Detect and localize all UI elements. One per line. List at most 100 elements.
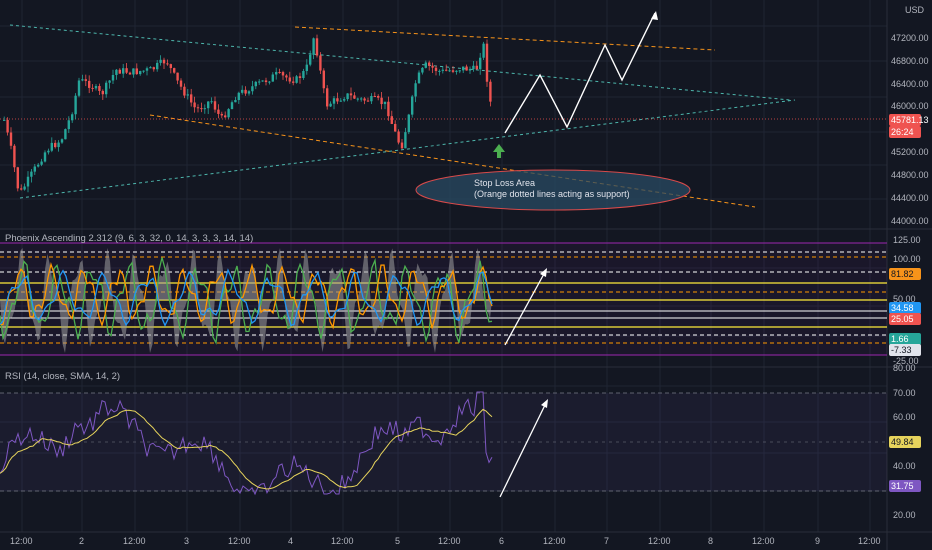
rsi-axis-70: 70.00 (893, 388, 916, 398)
upper-orange-trendline[interactable] (294, 26, 716, 51)
candle-body (366, 100, 370, 102)
rsi-arrow (499, 402, 547, 498)
candle-body (414, 83, 417, 97)
candle-body (285, 75, 288, 78)
candle-body (203, 108, 206, 110)
candle-body (455, 70, 458, 72)
rsi-pane[interactable] (0, 391, 887, 498)
candle-body (387, 101, 390, 117)
price-pane[interactable]: Stop Loss Area (Orange dotted lines acti… (0, 11, 888, 211)
time-axis-label: 8 (708, 536, 714, 546)
candle-body (479, 57, 482, 70)
candle-body (482, 43, 485, 58)
candle-body (346, 93, 349, 100)
candle-body (159, 59, 162, 63)
candle-body (40, 161, 43, 165)
phoenix-title[interactable]: Phoenix Ascending 2.312 (9, 6, 3, 32, 0,… (5, 233, 254, 244)
candle-body (132, 68, 135, 75)
candle-body (363, 98, 366, 101)
price-label-44000: 44000.00 (891, 216, 929, 226)
candle-body (142, 70, 145, 72)
candle-body (57, 142, 60, 148)
rsi-title[interactable]: RSI (14, close, SMA, 14, 2) (5, 371, 121, 382)
candle-body (20, 188, 23, 190)
candle-body (434, 67, 438, 71)
phoenix-axis-125: 125.00 (893, 235, 921, 245)
lower-wedge-trendline[interactable] (19, 99, 796, 199)
time-axis-label: 12:00 (123, 536, 146, 546)
candle-body (234, 100, 237, 103)
stop-loss-area[interactable] (415, 169, 691, 211)
candle-body (390, 116, 393, 124)
candle-body (193, 102, 196, 108)
candle-body (94, 85, 98, 89)
support-orange-trendline[interactable] (149, 114, 756, 208)
price-label-45200: 45200.00 (891, 147, 929, 157)
candle-body (383, 101, 387, 105)
candle-body (421, 67, 424, 73)
candle-body (54, 142, 57, 148)
candle-body (81, 79, 84, 81)
candle-body (322, 70, 325, 89)
time-axis-label: 12:00 (228, 536, 251, 546)
phoenix-histogram (0, 248, 492, 353)
rsi-ma-line (0, 408, 493, 490)
time-axis-label: 12:00 (10, 536, 33, 546)
candle-body (162, 59, 166, 64)
candle-body (302, 71, 305, 78)
phoenix-oscillator-line (0, 268, 493, 327)
projection-path[interactable] (504, 12, 656, 134)
current-price-tag: 45781.13 (889, 114, 929, 126)
candle-body (339, 100, 342, 102)
upper-wedge-trendline[interactable] (9, 24, 791, 101)
phoenix-axis-neg25: -25.00 (893, 356, 919, 366)
phoenix-pane[interactable] (0, 242, 887, 356)
candle-body (50, 142, 53, 151)
phoenix-tag-green: 1.66 (889, 333, 921, 345)
candle-body (394, 123, 397, 132)
candle-body (329, 103, 332, 107)
candle-body (173, 68, 176, 73)
candle-body (448, 70, 451, 72)
candle-body (186, 94, 189, 96)
candle-body (336, 98, 339, 102)
candle-body (411, 96, 414, 115)
candle-body (224, 115, 227, 118)
rsi-tag: 31.75 (889, 480, 921, 492)
phoenix-axis-50: 50.00 (893, 294, 916, 304)
candle-body (30, 171, 33, 177)
candle-body (489, 81, 492, 102)
candle-body (118, 69, 121, 74)
candle-body (169, 64, 172, 69)
candle-body (309, 54, 312, 65)
phoenix-tag-orange: 81.82 (889, 268, 921, 280)
candle-body (179, 80, 183, 87)
candle-body (241, 89, 244, 93)
candle-body (431, 65, 434, 68)
candle-body (305, 64, 308, 72)
green-up-arrow (493, 144, 505, 158)
candle-body (71, 114, 74, 121)
time-axis-label: 12:00 (543, 536, 566, 546)
candle-body (43, 152, 47, 162)
price-axis[interactable]: USD (905, 5, 925, 15)
candle-body (295, 76, 298, 83)
price-label-44400: 44400.00 (891, 193, 929, 203)
candle-body (370, 96, 373, 102)
candle-body (217, 109, 220, 114)
candle-body (213, 101, 217, 110)
candle-body (23, 186, 26, 190)
projection-arrowhead (651, 11, 658, 20)
candle-body (288, 77, 291, 82)
candle-body (377, 96, 380, 98)
candle-body (407, 114, 410, 133)
phoenix-axis-100: 100.00 (893, 254, 921, 264)
price-label-44800: 44800.00 (891, 170, 929, 180)
candle-body (424, 62, 427, 68)
candle-body (244, 89, 247, 94)
candle-body (312, 38, 315, 55)
candle-body (319, 55, 322, 71)
chart-grid (0, 0, 887, 532)
candle-body (156, 62, 159, 70)
candle-body (152, 67, 155, 70)
